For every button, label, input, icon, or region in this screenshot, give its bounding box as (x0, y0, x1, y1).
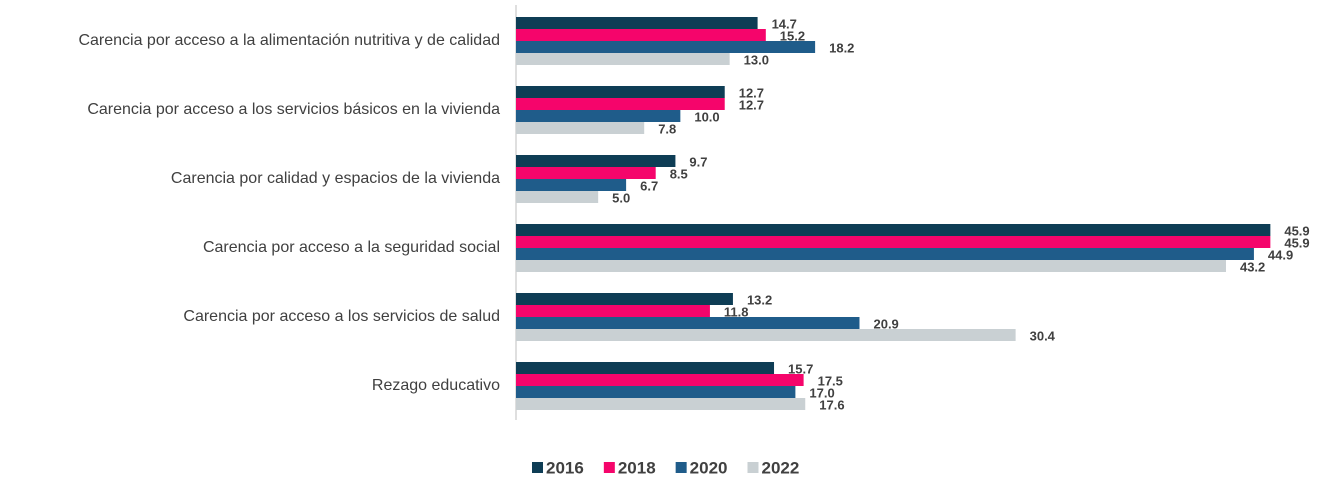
value-label: 13.2 (747, 292, 772, 307)
legend-swatch (603, 462, 615, 473)
bar (516, 236, 1271, 248)
value-label: 6.7 (640, 178, 658, 193)
legend-label: 2022 (761, 458, 799, 477)
bar (516, 260, 1226, 272)
value-label: 11.8 (724, 304, 749, 319)
category-label: Carencia por acceso a la alimentación nu… (78, 32, 500, 49)
legend-label: 2020 (690, 458, 728, 477)
value-label: 15.2 (780, 28, 805, 43)
bar (516, 86, 725, 98)
bar (516, 248, 1254, 260)
value-label: 14.7 (772, 16, 797, 31)
bar (516, 293, 733, 305)
value-label: 12.7 (739, 85, 764, 100)
value-label: 17.0 (809, 385, 834, 400)
bar (516, 224, 1271, 236)
value-label: 10.0 (694, 109, 719, 124)
category-label: Carencia por acceso a la seguridad socia… (203, 239, 500, 256)
legend-swatch (747, 462, 759, 473)
bar (516, 374, 804, 386)
bar (516, 110, 681, 122)
value-label: 5.0 (612, 190, 630, 205)
value-label: 12.7 (739, 97, 764, 112)
bar (516, 362, 775, 374)
bar (516, 398, 806, 410)
value-label: 9.7 (689, 154, 707, 169)
bar (516, 167, 656, 179)
value-label: 44.9 (1268, 247, 1293, 262)
category-label: Carencia por acceso a los servicios de s… (183, 308, 500, 325)
value-label: 43.2 (1240, 259, 1265, 274)
bar (516, 305, 710, 317)
legend-swatch (675, 462, 687, 473)
category-label: Rezago educativo (372, 377, 500, 394)
value-label: 30.4 (1030, 328, 1056, 343)
value-label: 45.9 (1284, 223, 1309, 238)
bar (516, 317, 860, 329)
value-label: 15.7 (788, 361, 813, 376)
category-label: Carencia por calidad y espacios de la vi… (171, 170, 500, 187)
value-label: 8.5 (670, 166, 688, 181)
bar (516, 191, 599, 203)
category-label: Carencia por acceso a los servicios bási… (87, 101, 500, 118)
bar (516, 53, 730, 65)
value-label: 17.6 (819, 397, 844, 412)
value-label: 17.5 (818, 373, 843, 388)
bar (516, 122, 645, 134)
bar (516, 155, 676, 167)
bar (516, 329, 1016, 341)
legend-label: 2016 (546, 458, 584, 477)
bar (516, 17, 758, 29)
legend-label: 2018 (618, 458, 656, 477)
value-label: 18.2 (829, 40, 854, 55)
bar (516, 386, 796, 398)
value-label: 13.0 (744, 52, 769, 67)
value-label: 45.9 (1284, 235, 1309, 250)
value-label: 7.8 (658, 121, 676, 136)
legend-swatch (532, 462, 543, 473)
bar (516, 41, 816, 53)
bar (516, 98, 725, 110)
bar (516, 29, 766, 41)
bar (516, 179, 627, 191)
value-label: 20.9 (873, 316, 898, 331)
